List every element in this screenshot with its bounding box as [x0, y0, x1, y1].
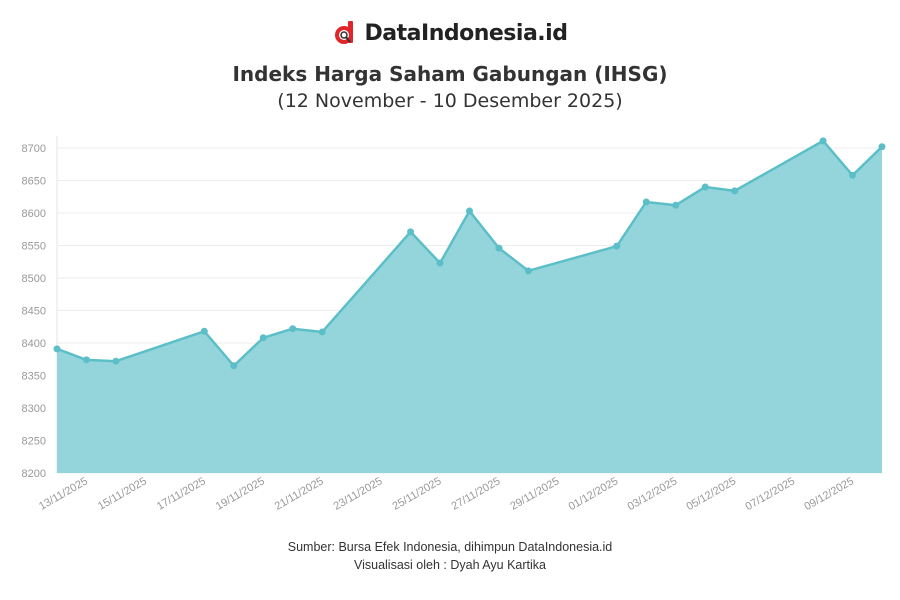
y-tick-label: 8350 — [22, 371, 46, 383]
data-point — [436, 259, 444, 267]
x-tick-label: 05/12/2025 — [684, 475, 738, 513]
chart-subtitle: (12 November - 10 Desember 2025) — [277, 90, 623, 112]
data-point — [318, 328, 326, 336]
data-point — [259, 334, 267, 342]
credit-note: Visualisasi oleh : Dyah Ayu Kartika — [353, 558, 546, 572]
data-point — [82, 356, 90, 364]
brand-logo: DataIndonesia.id — [0, 20, 900, 46]
x-tick-label: 09/12/2025 — [802, 475, 856, 513]
y-tick-label: 8650 — [22, 176, 46, 188]
x-tick-label: 29/11/2025 — [508, 475, 561, 513]
data-point — [613, 242, 621, 250]
data-point — [112, 357, 120, 365]
data-point — [701, 183, 709, 191]
data-point — [819, 137, 827, 145]
dataindonesia-logo-icon — [334, 21, 353, 44]
x-tick-label: 03/12/2025 — [626, 475, 680, 513]
x-tick-label: 17/11/2025 — [155, 475, 208, 513]
y-tick-label: 8600 — [22, 208, 46, 220]
x-tick-label: 01/12/2025 — [567, 475, 621, 513]
y-tick-label: 8500 — [22, 273, 46, 285]
x-tick-label: 23/11/2025 — [332, 475, 385, 513]
data-point — [495, 244, 503, 252]
y-tick-label: 8250 — [22, 436, 46, 448]
y-tick-label: 8550 — [22, 241, 46, 253]
data-point — [200, 327, 208, 335]
data-point — [672, 201, 680, 209]
y-tick-label: 8300 — [22, 403, 46, 415]
data-point — [53, 345, 61, 353]
x-tick-label: 19/11/2025 — [214, 475, 267, 513]
data-point — [466, 207, 473, 215]
data-point — [849, 171, 857, 179]
chart-footer: Sumber: Bursa Efek Indonesia, dihimpun D… — [0, 538, 900, 574]
x-tick-label: 07/12/2025 — [743, 475, 797, 513]
data-point — [407, 228, 415, 236]
y-tick-label: 8700 — [22, 143, 46, 155]
brand-name: DataIndonesia.id — [364, 20, 568, 46]
data-point — [642, 198, 650, 206]
y-tick-label: 8400 — [22, 338, 46, 350]
chart-title: Indeks Harga Saham Gabungan (IHSG) — [232, 62, 668, 86]
source-note: Sumber: Bursa Efek Indonesia, dihimpun D… — [287, 540, 613, 554]
x-tick-label: 15/11/2025 — [96, 475, 149, 513]
x-tick-label: 13/11/2025 — [37, 475, 90, 513]
x-tick-label: 27/11/2025 — [449, 475, 502, 513]
data-point — [731, 187, 739, 195]
data-point — [524, 267, 532, 275]
data-point — [230, 362, 238, 370]
x-tick-label: 25/11/2025 — [391, 475, 444, 513]
y-tick-label: 8450 — [22, 306, 46, 318]
area-fill — [57, 140, 882, 473]
data-point — [289, 325, 297, 333]
y-tick-label: 8200 — [22, 468, 46, 480]
data-point — [878, 143, 886, 151]
x-tick-label: 21/11/2025 — [273, 475, 326, 513]
